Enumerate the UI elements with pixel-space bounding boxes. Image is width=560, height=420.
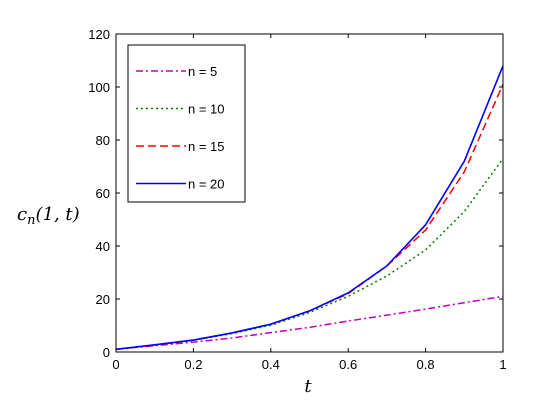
y-axis-label-subscript: n	[27, 213, 35, 228]
y-tick-label: 0	[103, 345, 110, 360]
legend-box	[127, 44, 246, 203]
legend: n = 5 n = 10 n = 15 n = 20	[127, 44, 246, 203]
x-axis-label: t	[304, 376, 312, 397]
axes-layer: 0 0.2 0.4 0.6 0.8 1 0 20 40 60 80 100 120	[88, 27, 506, 372]
y-axis-label: cn(1, t)	[17, 204, 80, 228]
series-line-n5	[115, 295, 504, 351]
y-tick-label: 120	[88, 27, 110, 42]
x-tick-label: 0	[112, 357, 119, 372]
legend-label: n = 10	[188, 102, 225, 117]
x-tick-label: 0.4	[262, 357, 280, 372]
y-axis-label-suffix: (1, t)	[35, 204, 79, 225]
x-tick-label: 0.6	[339, 357, 357, 372]
y-tick-label: 60	[96, 186, 110, 201]
x-tick-label: 1	[499, 357, 506, 372]
series-line-n20	[115, 65, 504, 351]
legend-label: n = 5	[188, 64, 217, 79]
y-axis-label-prefix: c	[17, 204, 27, 225]
x-tick-label: 0.8	[417, 357, 435, 372]
y-tick-label: 20	[96, 292, 110, 307]
x-tick-label: 0.2	[184, 357, 202, 372]
y-tick-label: 80	[96, 133, 110, 148]
series-layer	[115, 65, 504, 351]
y-tick-label: 40	[96, 239, 110, 254]
legend-label: n = 15	[188, 139, 225, 154]
y-tick-label: 100	[88, 80, 110, 95]
legend-label: n = 20	[188, 177, 225, 192]
